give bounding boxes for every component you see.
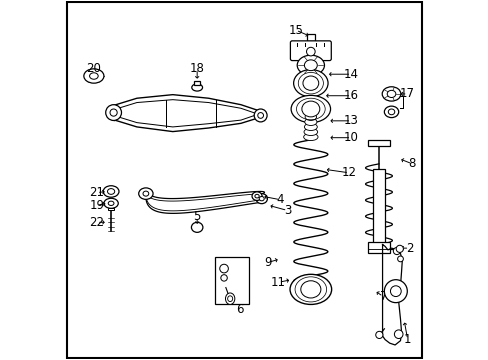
Ellipse shape [301,101,319,117]
Ellipse shape [259,197,264,201]
Text: 2: 2 [405,242,412,255]
Ellipse shape [142,191,148,196]
Ellipse shape [303,134,317,140]
Ellipse shape [110,109,117,116]
Text: 7: 7 [379,290,386,303]
Text: 22: 22 [89,216,104,229]
Ellipse shape [225,293,234,305]
Ellipse shape [257,113,263,118]
Text: 10: 10 [343,131,358,144]
Text: 17: 17 [399,87,414,100]
Ellipse shape [227,296,232,302]
Ellipse shape [89,73,98,79]
Text: 11: 11 [270,276,285,289]
Text: 15: 15 [288,24,303,37]
Bar [306,35,314,41]
Ellipse shape [293,69,327,97]
Text: 1: 1 [403,333,410,346]
Ellipse shape [297,55,324,75]
Bar [194,81,200,85]
Text: 18: 18 [189,62,204,75]
Ellipse shape [392,247,400,255]
Text: 21: 21 [89,186,104,199]
Ellipse shape [107,189,115,194]
Ellipse shape [254,194,259,198]
Ellipse shape [108,201,114,206]
Bar [367,140,389,145]
Text: 4: 4 [276,193,284,206]
Text: 19: 19 [89,199,104,212]
Ellipse shape [104,198,118,208]
Ellipse shape [300,281,320,298]
Ellipse shape [251,192,262,201]
Ellipse shape [304,118,316,126]
Ellipse shape [304,123,317,131]
Bar [372,169,385,244]
Ellipse shape [394,330,402,338]
Ellipse shape [382,87,400,101]
Text: 8: 8 [408,157,415,170]
Text: 14: 14 [343,68,358,81]
Bar [367,242,389,253]
Ellipse shape [395,245,403,252]
Ellipse shape [221,275,227,281]
Ellipse shape [387,109,394,115]
Ellipse shape [105,105,121,121]
Ellipse shape [83,69,104,83]
Text: 9: 9 [264,256,271,269]
Ellipse shape [384,280,407,303]
Ellipse shape [304,60,317,71]
Text: 20: 20 [85,62,101,75]
Ellipse shape [305,113,316,121]
Ellipse shape [375,331,382,338]
Polygon shape [382,244,402,345]
Ellipse shape [289,274,331,305]
Text: 5: 5 [193,210,201,223]
Text: 3: 3 [283,204,291,217]
Text: 12: 12 [341,166,356,179]
Ellipse shape [191,84,202,91]
Text: 6: 6 [236,303,243,316]
Ellipse shape [191,222,203,232]
Ellipse shape [290,95,330,123]
Ellipse shape [303,76,318,90]
Ellipse shape [139,188,153,199]
Ellipse shape [304,129,317,135]
Ellipse shape [306,47,314,56]
Ellipse shape [389,286,400,297]
Text: 16: 16 [343,89,358,102]
Ellipse shape [255,194,267,204]
Ellipse shape [254,109,266,122]
Ellipse shape [384,106,398,118]
Bar [215,257,249,304]
Ellipse shape [397,256,403,262]
FancyBboxPatch shape [290,41,330,60]
Ellipse shape [103,186,119,197]
Text: 13: 13 [343,114,358,127]
Ellipse shape [219,264,228,273]
Ellipse shape [386,90,395,98]
Bar [108,208,114,211]
